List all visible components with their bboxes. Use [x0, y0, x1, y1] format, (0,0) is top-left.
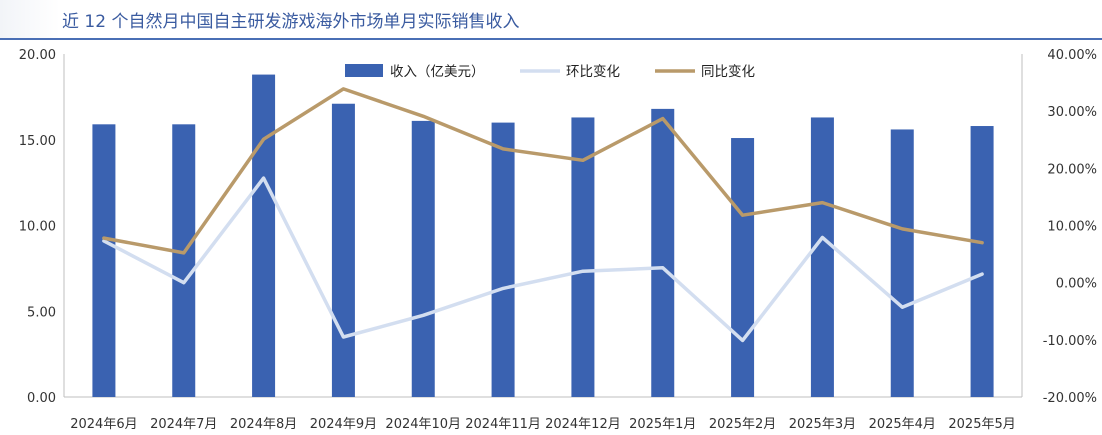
- y-right-tick-label: 20.00%: [1047, 162, 1097, 177]
- y-left-tick-label: 15.00: [19, 134, 56, 149]
- legend-label-yoy: 同比变化: [701, 64, 755, 80]
- chart-title: 近 12 个自然月中国自主研发游戏海外市场单月实际销售收入: [62, 12, 520, 32]
- y-right-tick-label: 0.00%: [1056, 277, 1097, 292]
- y-right-tick-label: 10.00%: [1047, 220, 1097, 235]
- y-left-tick-label: 20.00: [19, 48, 56, 63]
- line-yoy-change: [102, 87, 984, 255]
- legend-label-revenue: 收入（亿美元）: [390, 64, 485, 80]
- x-tick-label: 2025年2月: [709, 417, 776, 432]
- y-right-tick-label: -10.00%: [1043, 334, 1097, 349]
- bar-revenue: [890, 129, 914, 397]
- x-tick-label: 2025年1月: [629, 417, 696, 432]
- x-tick-label: 2024年9月: [310, 417, 377, 432]
- x-tick-label: 2025年5月: [948, 417, 1015, 432]
- y-right-tick-label: 30.00%: [1047, 105, 1097, 120]
- x-tick-label: 2024年8月: [230, 417, 297, 432]
- bar-revenue: [571, 117, 595, 397]
- bar-revenue: [810, 117, 834, 397]
- x-tick-label: 2024年11月: [465, 417, 541, 432]
- x-tick-label: 2025年4月: [869, 417, 936, 432]
- bar-revenue: [411, 120, 435, 397]
- y-right-tick-label: 40.00%: [1047, 48, 1097, 63]
- y-right-tick-label: -20.00%: [1043, 391, 1097, 406]
- x-tick-label: 2024年7月: [150, 417, 217, 432]
- x-tick-label: 2024年12月: [545, 417, 621, 432]
- legend-swatch-revenue: [345, 64, 383, 77]
- bar-revenue: [92, 124, 116, 397]
- line-mom-change: [102, 176, 984, 343]
- y-left-tick-label: 10.00: [19, 220, 56, 235]
- x-tick-label: 2025年3月: [789, 417, 856, 432]
- bar-revenue: [172, 124, 196, 397]
- bar-revenue: [970, 126, 994, 397]
- bar-revenue: [252, 74, 276, 397]
- y-left-tick-label: 0.00: [27, 391, 56, 406]
- bar-revenue: [651, 108, 675, 397]
- y-left-tick-label: 5.00: [27, 305, 56, 320]
- legend-label-mom: 环比变化: [566, 64, 620, 80]
- bar-revenue: [491, 122, 515, 397]
- x-tick-label: 2024年10月: [385, 417, 461, 432]
- bar-revenue: [331, 103, 355, 398]
- title-bar: 近 12 个自然月中国自主研发游戏海外市场单月实际销售收入: [0, 0, 1102, 40]
- x-tick-label: 2024年6月: [70, 417, 137, 432]
- bar-revenue: [731, 138, 755, 397]
